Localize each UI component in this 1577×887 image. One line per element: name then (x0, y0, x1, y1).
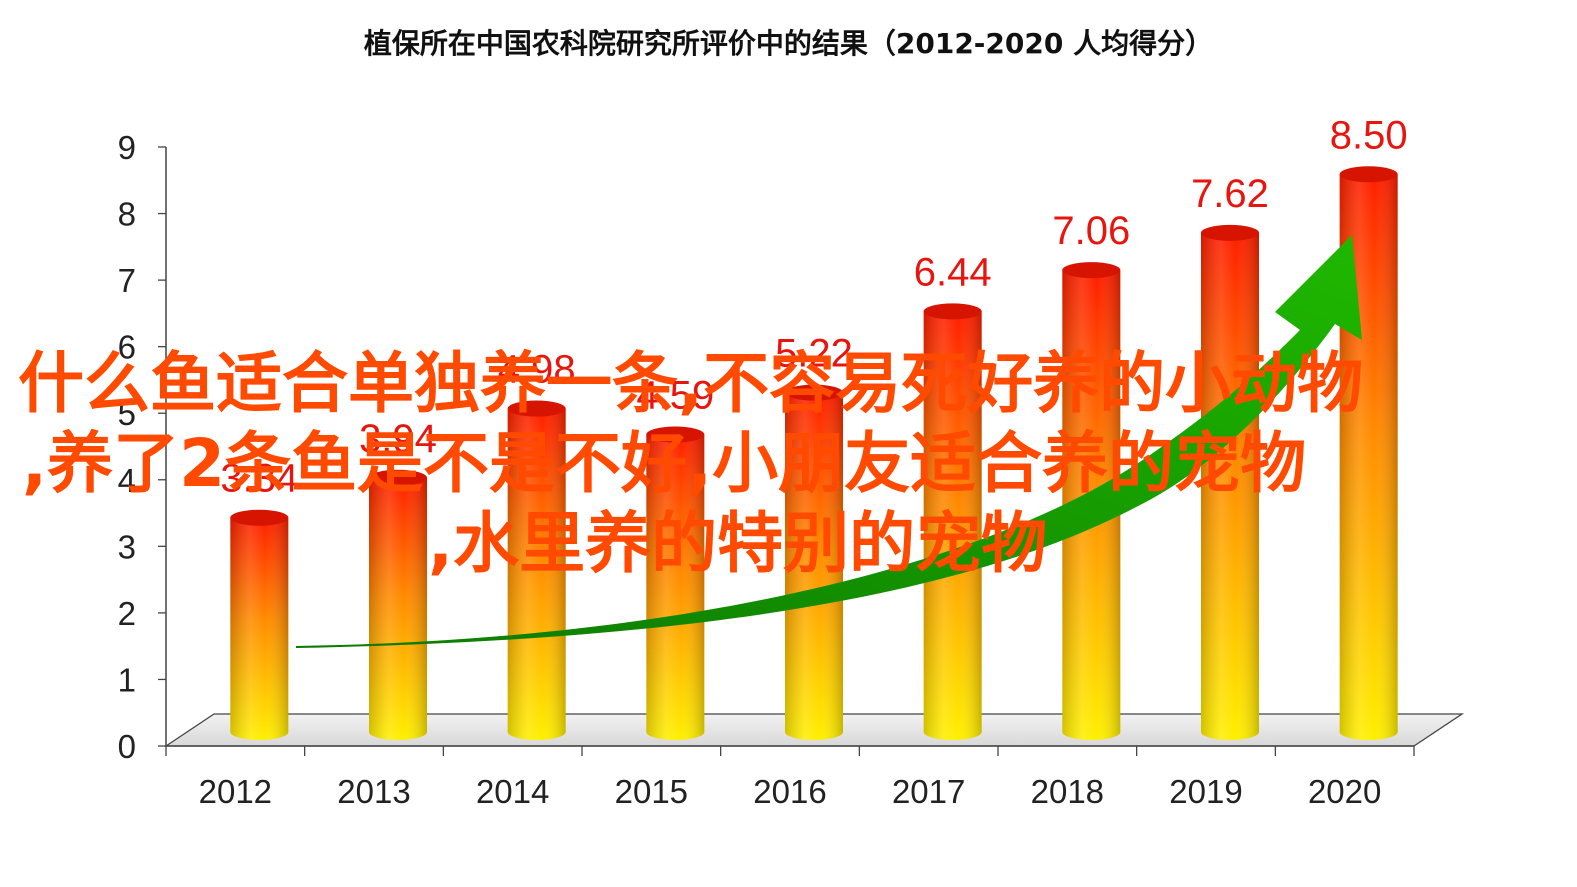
x-tick-label: 2014 (476, 773, 549, 810)
y-tick-label: 7 (118, 262, 136, 299)
data-label: 5.22 (775, 332, 853, 376)
bar (646, 426, 705, 740)
y-tick-label: 9 (118, 129, 136, 166)
y-tick-label: 8 (118, 196, 136, 233)
y-tick-label: 0 (118, 728, 136, 765)
y-tick-label: 2 (118, 595, 136, 632)
x-tick-label: 2020 (1308, 773, 1381, 810)
bar (1201, 224, 1259, 740)
data-label: 8.50 (1330, 113, 1408, 157)
bar-shading (507, 408, 566, 740)
bar-shading (923, 311, 982, 740)
bar-shading (646, 434, 705, 740)
y-tick-label: 4 (118, 462, 136, 499)
bar-top (230, 509, 289, 526)
data-label: 4.59 (636, 374, 714, 418)
data-label: 7.06 (1052, 209, 1130, 253)
bar-top (507, 400, 566, 417)
bar-shading (785, 392, 843, 740)
bar-top (1062, 262, 1121, 279)
data-label: 4.98 (498, 348, 576, 392)
bar-top (923, 303, 982, 320)
x-tick-label: 2012 (199, 773, 272, 810)
bar-top (785, 384, 843, 401)
x-tick-label: 2019 (1169, 773, 1242, 810)
chart-title: 植保所在中国农科院研究所评价中的结果（2012-2020 人均得分） (363, 27, 1214, 60)
y-tick-label: 6 (118, 329, 136, 366)
bar-top (646, 426, 705, 443)
data-label: 3.34 (220, 457, 298, 501)
y-tick-label: 1 (118, 661, 136, 698)
x-tick-label: 2013 (337, 773, 410, 810)
bar (785, 384, 843, 740)
bar-top (1201, 224, 1259, 241)
data-label: 7.62 (1191, 172, 1269, 216)
y-tick-label: 3 (118, 528, 136, 565)
bar (230, 509, 289, 740)
bar-shading (1201, 232, 1259, 740)
y-tick-label: 5 (118, 395, 136, 432)
bar-top (1339, 166, 1398, 183)
bar (507, 400, 566, 740)
bar (923, 303, 982, 740)
bar (369, 469, 427, 740)
bar-top (369, 469, 427, 486)
bar-shading (230, 517, 289, 740)
bar-shading (369, 477, 427, 740)
x-tick-label: 2017 (892, 773, 965, 810)
x-tick-label: 2016 (753, 773, 826, 810)
x-tick-label: 2018 (1031, 773, 1104, 810)
data-label: 6.44 (914, 250, 992, 294)
x-tick-label: 2015 (615, 773, 688, 810)
data-label: 3.94 (359, 417, 437, 461)
